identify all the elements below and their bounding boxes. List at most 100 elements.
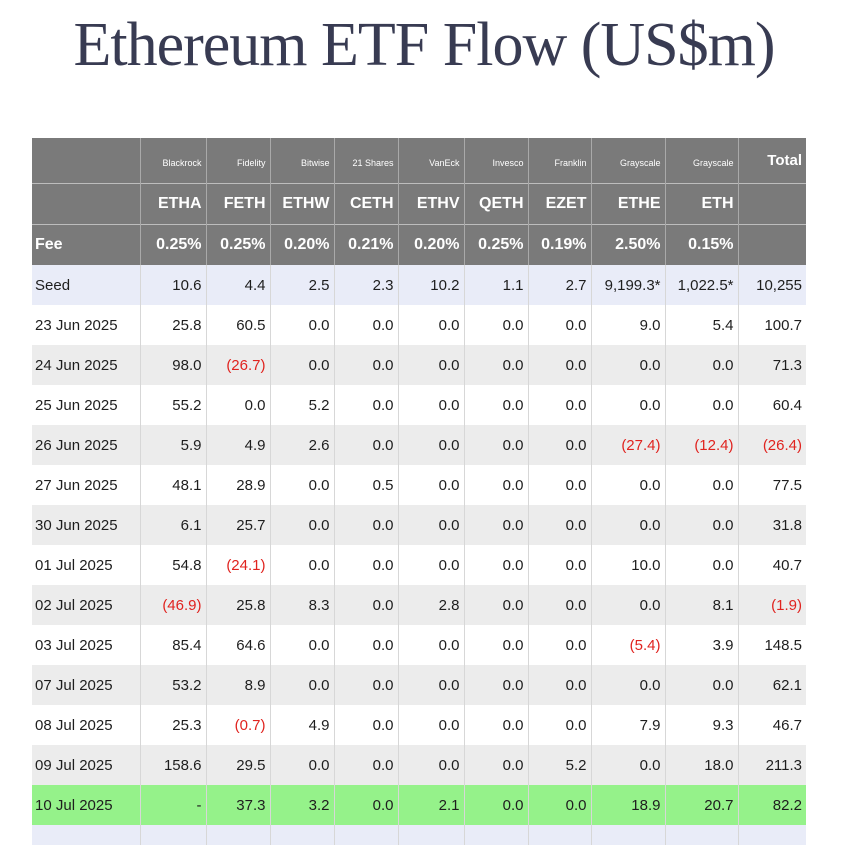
- flow-cell: 0.0: [591, 585, 666, 625]
- row-date-label: 25 Jun 2025: [32, 385, 141, 425]
- flow-cell: 29.5: [206, 745, 271, 785]
- total-cell: (1.9): [738, 585, 806, 625]
- flow-cell: 0.0: [665, 505, 739, 545]
- flow-cell: 0.0: [528, 585, 592, 625]
- flow-cell: 1.1: [464, 265, 529, 305]
- ticker-cell: CETH: [334, 183, 399, 225]
- table-row: 07 Jul 2025 53.2 8.9 0.0 0.0 0.0 0.0 0.0 0.0 0.0 6…: [32, 665, 806, 705]
- flow-cell: 0.0: [464, 545, 529, 585]
- flow-cell: 0.0: [591, 505, 666, 545]
- flow-cell: 0.0: [528, 625, 592, 665]
- flow-cell: 9.0: [591, 305, 666, 345]
- partial-cell: [738, 825, 806, 845]
- fee-label: Fee: [32, 224, 141, 265]
- flow-cell: 0.0: [270, 665, 335, 705]
- flow-cell: 0.0: [528, 665, 592, 705]
- flow-cell: 48.1: [140, 465, 207, 505]
- flow-cell: 0.0: [334, 425, 399, 465]
- row-date-label: 02 Jul 2025: [32, 585, 141, 625]
- issuer-header-cell: VanEck: [398, 138, 465, 184]
- flow-cell: 98.0: [140, 345, 207, 385]
- flow-cell: 0.0: [398, 345, 465, 385]
- flow-cell: 158.6: [140, 745, 207, 785]
- flow-cell: 28.9: [206, 465, 271, 505]
- total-cell: 148.5: [738, 625, 806, 665]
- table-row: 24 Jun 2025 98.0 (26.7) 0.0 0.0 0.0 0.0 0.0 0.0 0…: [32, 345, 806, 385]
- flow-cell: 2.5: [270, 265, 335, 305]
- fee-cell: 0.15%: [665, 224, 739, 265]
- total-cell: 62.1: [738, 665, 806, 705]
- flow-cell: 0.0: [528, 425, 592, 465]
- partial-cell: [665, 825, 739, 845]
- flow-cell: 0.0: [464, 385, 529, 425]
- table-row: 25 Jun 2025 55.2 0.0 5.2 0.0 0.0 0.0 0.0 0.0 0.0 6…: [32, 385, 806, 425]
- seed-row: Seed 10.6 4.4 2.5 2.3 10.2 1.1 2.7 9,199.3* 1,022…: [32, 265, 806, 305]
- flow-cell: 0.0: [398, 505, 465, 545]
- flow-cell: 85.4: [140, 625, 207, 665]
- flow-cell: 2.1: [398, 785, 465, 825]
- fee-header-row: Fee 0.25% 0.25% 0.20% 0.21% 0.20% 0.25% …: [32, 224, 806, 265]
- fee-cell: 0.21%: [334, 224, 399, 265]
- flow-cell: 0.0: [398, 745, 465, 785]
- flow-cell: 4.4: [206, 265, 271, 305]
- ticker-total-cell: [738, 183, 806, 225]
- flow-cell: 0.0: [528, 545, 592, 585]
- flow-cell: 0.0: [665, 385, 739, 425]
- ticker-cell: EZET: [528, 183, 592, 225]
- row-date-label: 03 Jul 2025: [32, 625, 141, 665]
- table-row: 23 Jun 2025 25.8 60.5 0.0 0.0 0.0 0.0 0.0 9.0 5.4…: [32, 305, 806, 345]
- flow-cell: (26.7): [206, 345, 271, 385]
- partial-cell: [528, 825, 592, 845]
- table-row: 02 Jul 2025 (46.9) 25.8 8.3 0.0 2.8 0.0 0.0 0.0 8…: [32, 585, 806, 625]
- fee-total-cell: [738, 224, 806, 265]
- flow-cell: 0.0: [206, 385, 271, 425]
- flow-cell: 25.3: [140, 705, 207, 745]
- flow-cell: 0.0: [665, 465, 739, 505]
- flow-cell: 0.0: [591, 665, 666, 705]
- fee-cell: 0.25%: [464, 224, 529, 265]
- fee-cell: 0.19%: [528, 224, 592, 265]
- flow-cell: 3.2: [270, 785, 335, 825]
- flow-cell: 18.9: [591, 785, 666, 825]
- flow-cell: 7.9: [591, 705, 666, 745]
- row-date-label: 30 Jun 2025: [32, 505, 141, 545]
- flow-cell: 2.7: [528, 265, 592, 305]
- flow-cell: 60.5: [206, 305, 271, 345]
- table-row: 01 Jul 2025 54.8 (24.1) 0.0 0.0 0.0 0.0 0.0 10.0…: [32, 545, 806, 585]
- row-date-label: 09 Jul 2025: [32, 745, 141, 785]
- flow-cell: 25.8: [206, 585, 271, 625]
- flow-cell: 1,022.5*: [665, 265, 739, 305]
- flow-cell: 0.0: [334, 305, 399, 345]
- flow-cell: 0.0: [528, 465, 592, 505]
- flow-cell: 0.0: [464, 585, 529, 625]
- flow-cell: 55.2: [140, 385, 207, 425]
- table-row: 27 Jun 2025 48.1 28.9 0.0 0.5 0.0 0.0 0.0 0.0 0.0…: [32, 465, 806, 505]
- corner-cell: [32, 138, 141, 184]
- row-date-label: 24 Jun 2025: [32, 345, 141, 385]
- flow-cell: 0.0: [464, 305, 529, 345]
- etf-flow-table: Blackrock Fidelity Bitwise 21 Shares Van…: [32, 138, 806, 845]
- row-date-label: 07 Jul 2025: [32, 665, 141, 705]
- flow-cell: 25.8: [140, 305, 207, 345]
- partial-row: [32, 825, 806, 845]
- partial-cell: [32, 825, 141, 845]
- ticker-cell: FETH: [206, 183, 271, 225]
- row-date-label: 01 Jul 2025: [32, 545, 141, 585]
- flow-cell: 0.0: [398, 385, 465, 425]
- flow-cell: 6.1: [140, 505, 207, 545]
- flow-cell: 10.2: [398, 265, 465, 305]
- total-cell: 211.3: [738, 745, 806, 785]
- flow-cell: 0.0: [665, 345, 739, 385]
- flow-cell: 0.0: [528, 785, 592, 825]
- ticker-cell: ETHA: [140, 183, 207, 225]
- issuer-header-cell: Blackrock: [140, 138, 207, 184]
- issuer-header-cell: Franklin: [528, 138, 592, 184]
- issuer-header-row: Blackrock Fidelity Bitwise 21 Shares Van…: [32, 138, 806, 184]
- flow-cell: 2.3: [334, 265, 399, 305]
- flow-cell: 0.0: [528, 705, 592, 745]
- flow-cell: 0.0: [591, 385, 666, 425]
- flow-cell: (12.4): [665, 425, 739, 465]
- flow-cell: 0.0: [464, 505, 529, 545]
- flow-cell: 0.0: [270, 305, 335, 345]
- issuer-header-cell: Bitwise: [270, 138, 335, 184]
